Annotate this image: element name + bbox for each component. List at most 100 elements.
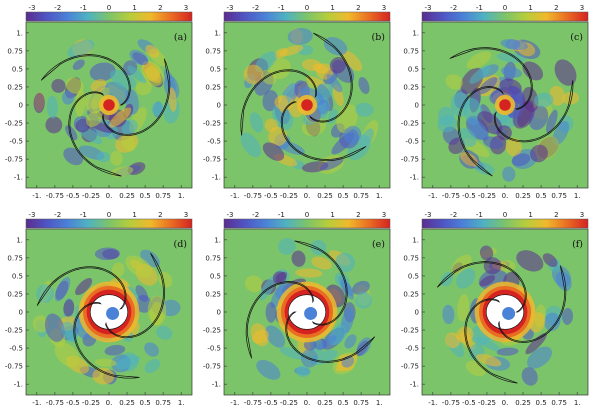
colorbar-tick-label: 2	[554, 4, 558, 12]
x-tick-label: -1.	[32, 399, 41, 407]
y-tick-label: 0.75	[205, 254, 221, 262]
spiral-arm-outline	[68, 91, 122, 177]
y-tick-label: -0.5	[207, 138, 221, 146]
y-tick-label: 1.	[214, 29, 221, 37]
colorbar-tick-label: 3	[382, 4, 386, 12]
panel-5: -3 -2 -1 0 1 2 3(f)-1. -0.75 -0.5 -0.25 0. 0.25 0.5 0…	[401, 211, 589, 407]
x-tick-label: 0.	[304, 399, 311, 407]
panel-label: (c)	[570, 32, 583, 43]
x-tick-label: 0.75	[353, 192, 369, 200]
x-tick-label: 0.	[502, 192, 509, 200]
y-tick-label: -0.75	[203, 363, 221, 371]
x-tick-label: 0.5	[140, 399, 151, 407]
x-tick-label: 0.5	[536, 399, 547, 407]
x-tick-label: -0.5	[66, 399, 80, 407]
y-tick-label: -1.	[410, 174, 419, 182]
x-tick-label: 0.5	[338, 399, 349, 407]
y-tick-label: 0.75	[205, 47, 221, 55]
y-tick-label: 0	[415, 102, 419, 110]
y-tick-label: 0.75	[7, 254, 23, 262]
x-tick-label: -0.25	[478, 192, 496, 200]
colorbar-tick-label: 3	[382, 211, 386, 219]
panel-label: (e)	[372, 239, 385, 250]
panel-label: (b)	[372, 32, 386, 43]
colorbar-tick-label: -2	[54, 211, 61, 219]
y-tick-label: -1.	[14, 174, 23, 182]
spiral-arm-outline	[457, 86, 504, 177]
y-tick-label: -0.75	[401, 363, 419, 371]
x-tick-label: 0.25	[119, 192, 135, 200]
spiral-arm-outline	[285, 311, 376, 363]
panel-0: -3 -2 -1 0 1 2 3(a)-1. -0.75 -0.5 -0.25 0. 0.25 0.5 0…	[5, 4, 193, 200]
x-tick-label: 1.	[178, 192, 185, 200]
panel-3: -3 -2 -1 0 1 2 3(d)-1. -0.75 -0.5 -0.25 0. 0.25 0.5 0…	[5, 211, 193, 407]
colorbar	[25, 218, 193, 229]
x-tick-label: -1.	[230, 399, 239, 407]
y-tick-label: 0.75	[403, 47, 419, 55]
panel-label: (f)	[572, 239, 583, 250]
spiral-arm-outline	[309, 32, 353, 123]
y-tick-label: -0.25	[203, 120, 221, 128]
panel-label: (a)	[174, 32, 187, 43]
colorbar-tick-label: -3	[425, 4, 432, 12]
colorbar-tick-label: 0	[305, 4, 309, 12]
y-tick-label: 0.25	[403, 290, 419, 298]
x-tick-label: 0.	[304, 192, 311, 200]
y-tick-label: 0.5	[408, 272, 419, 280]
y-tick-label: -0.75	[5, 363, 23, 371]
x-tick-label: -1.	[32, 192, 41, 200]
spiral-arm-outline	[436, 261, 527, 313]
colorbar-tick-label: 2	[356, 4, 360, 12]
x-tick-label: 0.5	[140, 192, 151, 200]
colorbar-tick-label: -2	[252, 4, 259, 12]
colorbar-tick-label: 0	[107, 211, 111, 219]
x-tick-label: 0.5	[536, 192, 547, 200]
colorbar-tick-label: -1	[80, 211, 87, 219]
y-tick-label: 0.25	[205, 290, 221, 298]
colorbar-tick-label: 3	[184, 211, 188, 219]
heatmap-field	[224, 22, 390, 188]
colorbar-tick-label: -2	[54, 4, 61, 12]
colorbar-tick-label: 0	[503, 211, 507, 219]
y-tick-label: -0.25	[401, 327, 419, 335]
y-tick-label: 1.	[412, 236, 419, 244]
y-tick-label: -0.75	[401, 156, 419, 164]
panel-label: (d)	[174, 239, 188, 250]
x-tick-label: 1.	[178, 399, 185, 407]
x-tick-label: 0.	[106, 399, 113, 407]
x-tick-label: 0.25	[317, 399, 333, 407]
x-tick-label: -0.75	[46, 192, 64, 200]
y-tick-label: -0.25	[401, 120, 419, 128]
x-tick-label: 0.	[502, 399, 509, 407]
colorbar	[223, 218, 391, 229]
x-tick-label: 0.75	[353, 399, 369, 407]
y-tick-label: 0.5	[12, 65, 23, 73]
y-tick-label: -0.25	[5, 120, 23, 128]
colorbar-tick-label: 0	[107, 4, 111, 12]
x-tick-label: -0.5	[462, 192, 476, 200]
x-tick-label: -0.25	[82, 399, 100, 407]
spiral-arm-outline	[280, 101, 367, 162]
heatmap-field	[26, 229, 192, 395]
colorbar-tick-label: 1	[330, 211, 334, 219]
panel-2: -3 -2 -1 0 1 2 3(c)-1. -0.75 -0.5 -0.25 0. 0.25 0.5 0…	[401, 4, 589, 200]
y-tick-label: 0.5	[210, 272, 221, 280]
colorbar-tick-label: 2	[356, 211, 360, 219]
x-tick-label: -0.5	[66, 192, 80, 200]
colorbar-tick-label: -3	[29, 4, 36, 12]
colorbar-tick-label: -1	[278, 211, 285, 219]
colorbar-tick-label: 3	[580, 4, 584, 12]
y-tick-label: -0.5	[9, 345, 23, 353]
colorbar	[421, 11, 589, 22]
colorbar-tick-label: 1	[330, 4, 334, 12]
y-tick-label: 1.	[214, 236, 221, 244]
y-tick-label: 0	[19, 102, 23, 110]
x-tick-label: 1.	[574, 399, 581, 407]
colorbar-tick-label: -1	[476, 4, 483, 12]
y-tick-label: -1.	[212, 381, 221, 389]
x-tick-label: -0.75	[244, 192, 262, 200]
y-tick-label: 1.	[412, 29, 419, 37]
y-tick-label: 0.5	[12, 272, 23, 280]
x-tick-label: 0.5	[338, 192, 349, 200]
colorbar-tick-label: 0	[503, 4, 507, 12]
